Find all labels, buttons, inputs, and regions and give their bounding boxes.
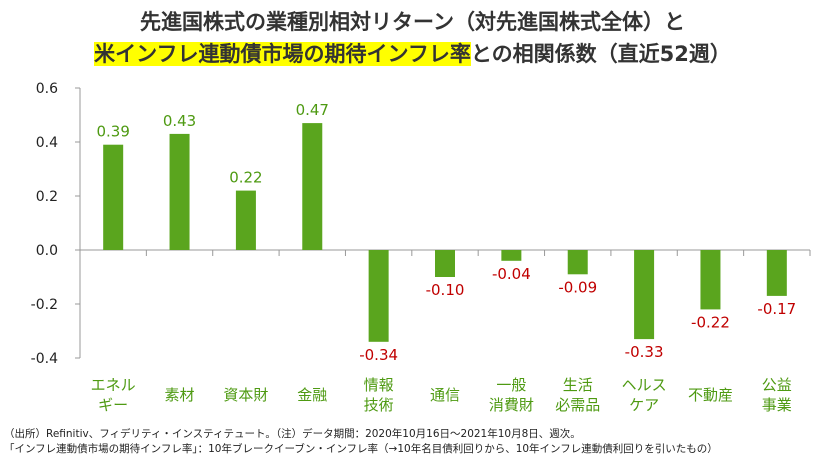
x-tick-label: 通信 — [430, 386, 460, 404]
y-tick-label: -0.4 — [31, 351, 58, 367]
x-tick-label: ギー — [98, 396, 128, 414]
bar — [235, 190, 256, 250]
bar — [501, 250, 522, 261]
bar — [567, 250, 588, 275]
x-tick-label: 必需品 — [555, 396, 600, 414]
x-tick-label: 金融 — [297, 386, 327, 404]
y-tick-label: 0.2 — [36, 189, 58, 205]
data-label: 0.47 — [296, 101, 329, 119]
x-tick-label: ケア — [629, 396, 659, 414]
x-tick-label: エネル — [91, 376, 136, 394]
data-label: -0.04 — [492, 265, 531, 283]
chart-title-line1: 先進国株式の業種別相対リターン（対先進国株式全体）と — [140, 10, 685, 34]
y-tick-label: 0.0 — [36, 243, 58, 259]
y-tick-label: 0.4 — [36, 135, 58, 151]
bar — [700, 250, 721, 310]
bar — [169, 133, 190, 250]
footnotes: （出所）Refinitiv、フィデリティ・インスティテュート。（注）データ期間：… — [4, 427, 718, 457]
data-label: -0.17 — [757, 300, 796, 318]
x-tick-label: 一般 — [496, 376, 526, 394]
x-tick-label: 資本財 — [223, 386, 268, 404]
x-tick-label: 技術 — [364, 396, 394, 414]
x-tick-label: 消費財 — [489, 396, 534, 414]
data-label: -0.33 — [625, 343, 664, 361]
bar — [634, 250, 655, 340]
data-label: 0.22 — [229, 169, 262, 187]
bar — [368, 250, 389, 342]
x-tick-label: 生活 — [563, 376, 593, 394]
x-tick-label: 公益 — [762, 376, 792, 394]
data-label: -0.09 — [558, 278, 597, 296]
x-tick-label: ヘルス — [622, 376, 667, 394]
y-tick-label: 0.6 — [36, 81, 58, 97]
data-label: -0.22 — [691, 313, 730, 331]
chart-title-line2: 米インフレ連動債市場の期待インフレ率との相関係数（直近52週） — [0, 38, 825, 68]
footnote-definition: 「インフレ連動債市場の期待インフレ率」：10年ブレークイーブン・インフレ率（→1… — [4, 443, 718, 455]
data-label: -0.34 — [359, 346, 398, 364]
bar — [766, 250, 787, 296]
footnote-source: （出所）Refinitiv、フィデリティ・インスティテュート。（注）データ期間：… — [4, 428, 581, 440]
y-tick-label: -0.2 — [31, 297, 58, 313]
title-highlight: 米インフレ連動債市場の期待インフレ率 — [94, 42, 471, 66]
x-tick-label: 不動産 — [688, 386, 733, 404]
x-tick-label: 素材 — [165, 386, 195, 404]
data-label: 0.43 — [163, 112, 196, 130]
x-tick-label: 情報 — [364, 376, 394, 394]
bar — [103, 144, 124, 250]
x-tick-label: 事業 — [762, 396, 792, 414]
bar — [435, 250, 455, 277]
title-rest: との相関係数（直近52週） — [470, 42, 731, 66]
data-label: -0.10 — [426, 281, 465, 299]
data-label: 0.39 — [96, 123, 129, 141]
bar — [302, 123, 323, 250]
